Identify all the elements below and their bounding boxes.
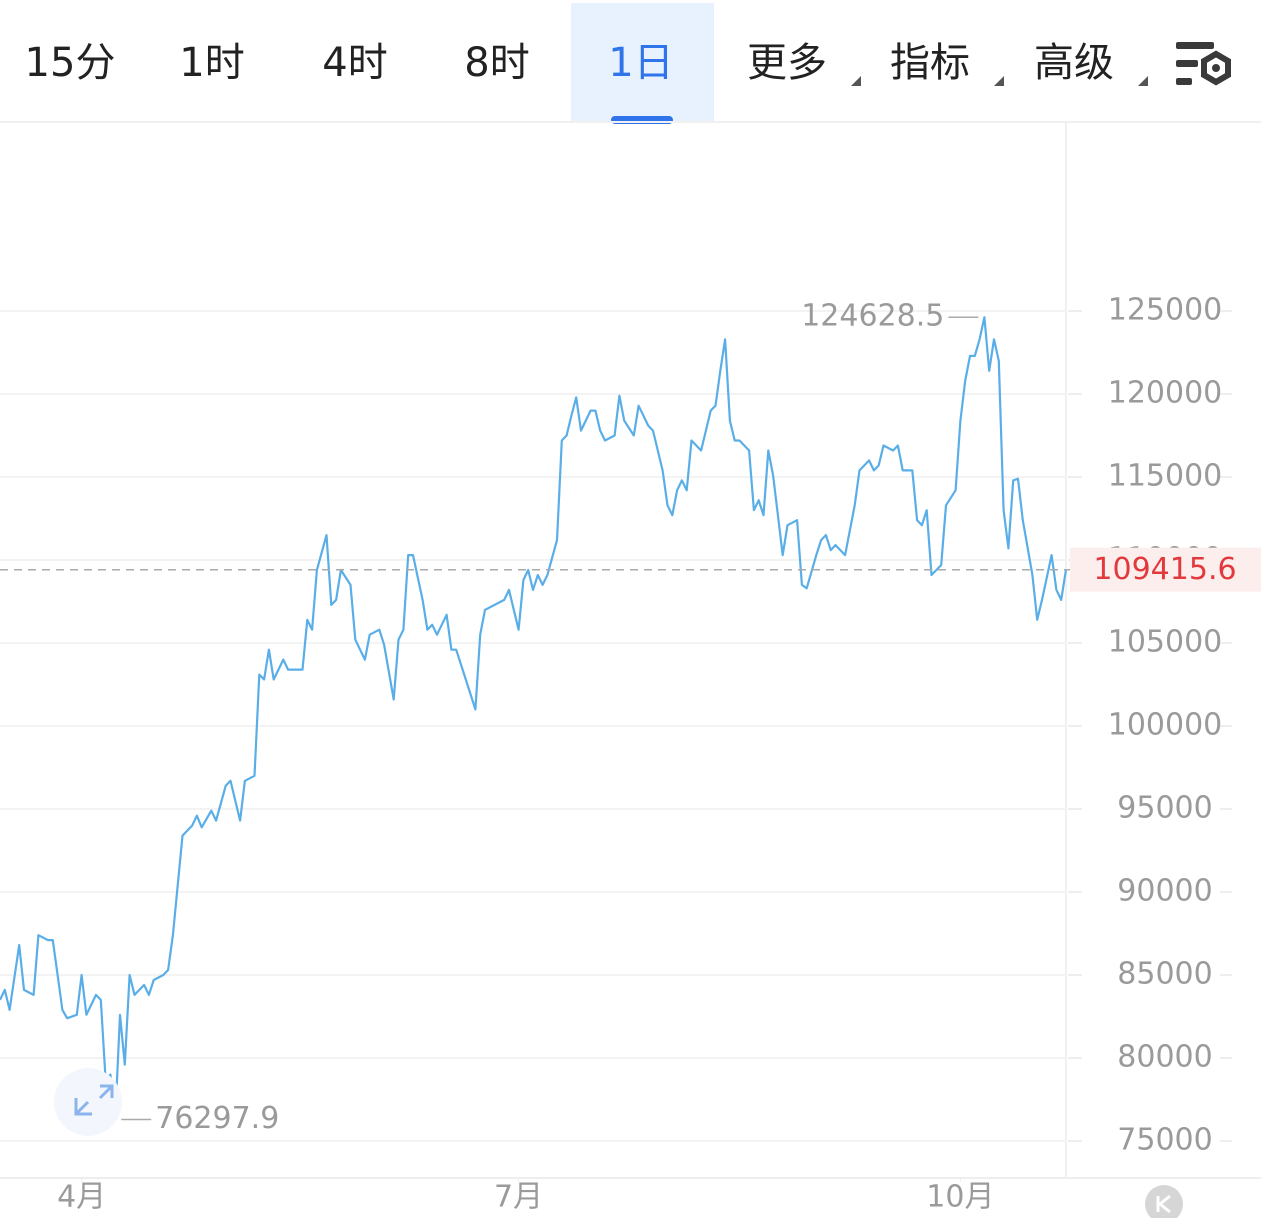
tab[interactable]: 8时 bbox=[464, 40, 529, 86]
y-tick-label: 105000 bbox=[1108, 625, 1223, 660]
tab[interactable]: 1时 bbox=[179, 40, 244, 86]
y-tick-label: 125000 bbox=[1108, 293, 1223, 328]
price-line bbox=[0, 316, 1068, 1121]
y-tick-label: 85000 bbox=[1117, 956, 1212, 991]
y-tick-label: 95000 bbox=[1117, 791, 1212, 826]
icon-bar bbox=[1176, 60, 1198, 67]
y-tick-label: 120000 bbox=[1108, 376, 1223, 411]
active-tab-bg bbox=[571, 3, 714, 122]
y-tick-label: 100000 bbox=[1108, 708, 1223, 743]
dropdown-caret bbox=[1138, 76, 1148, 86]
x-tick-label: 4月 bbox=[57, 1180, 106, 1215]
icon-bar bbox=[1176, 42, 1214, 49]
low-label: 76297.9 bbox=[155, 1101, 279, 1136]
high-label: 124628.5 bbox=[801, 299, 944, 334]
last-price-box bbox=[1070, 547, 1261, 592]
dropdown-caret bbox=[994, 76, 1004, 86]
y-tick-label: 75000 bbox=[1117, 1122, 1212, 1157]
icon-hex bbox=[1201, 50, 1231, 86]
y-tick-label: 80000 bbox=[1117, 1039, 1212, 1074]
y-tick-label: 115000 bbox=[1108, 459, 1223, 494]
tab[interactable]: 1日 bbox=[608, 40, 673, 86]
x-tick-label: 10月 bbox=[926, 1180, 994, 1215]
x-tick-label: 7月 bbox=[494, 1180, 543, 1215]
icon-bar bbox=[1176, 78, 1192, 85]
tab[interactable]: 更多 bbox=[747, 40, 827, 86]
settings-icon[interactable] bbox=[1176, 42, 1231, 86]
tab[interactable]: 4时 bbox=[322, 40, 387, 86]
tab[interactable]: 高级 bbox=[1034, 40, 1114, 86]
y-tick-label: 90000 bbox=[1117, 874, 1212, 909]
dropdown-caret bbox=[851, 76, 861, 86]
tab[interactable]: 指标 bbox=[890, 40, 970, 86]
icon-dot bbox=[1212, 64, 1220, 72]
logo-k bbox=[1156, 1194, 1171, 1214]
expand-icon bbox=[74, 1084, 114, 1116]
tab[interactable]: 15分 bbox=[25, 40, 116, 86]
last-price-label: 109415.6 bbox=[1093, 552, 1236, 587]
